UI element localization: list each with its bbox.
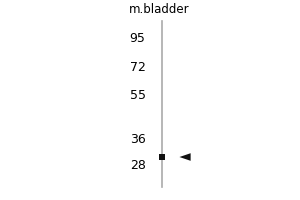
- Text: 36: 36: [130, 133, 146, 146]
- Polygon shape: [179, 153, 191, 161]
- Text: m.bladder: m.bladder: [128, 3, 189, 16]
- Text: 55: 55: [130, 89, 146, 102]
- Text: 28: 28: [130, 159, 146, 172]
- Text: 95: 95: [130, 32, 146, 45]
- Text: 72: 72: [130, 61, 146, 74]
- Bar: [158, 154, 165, 160]
